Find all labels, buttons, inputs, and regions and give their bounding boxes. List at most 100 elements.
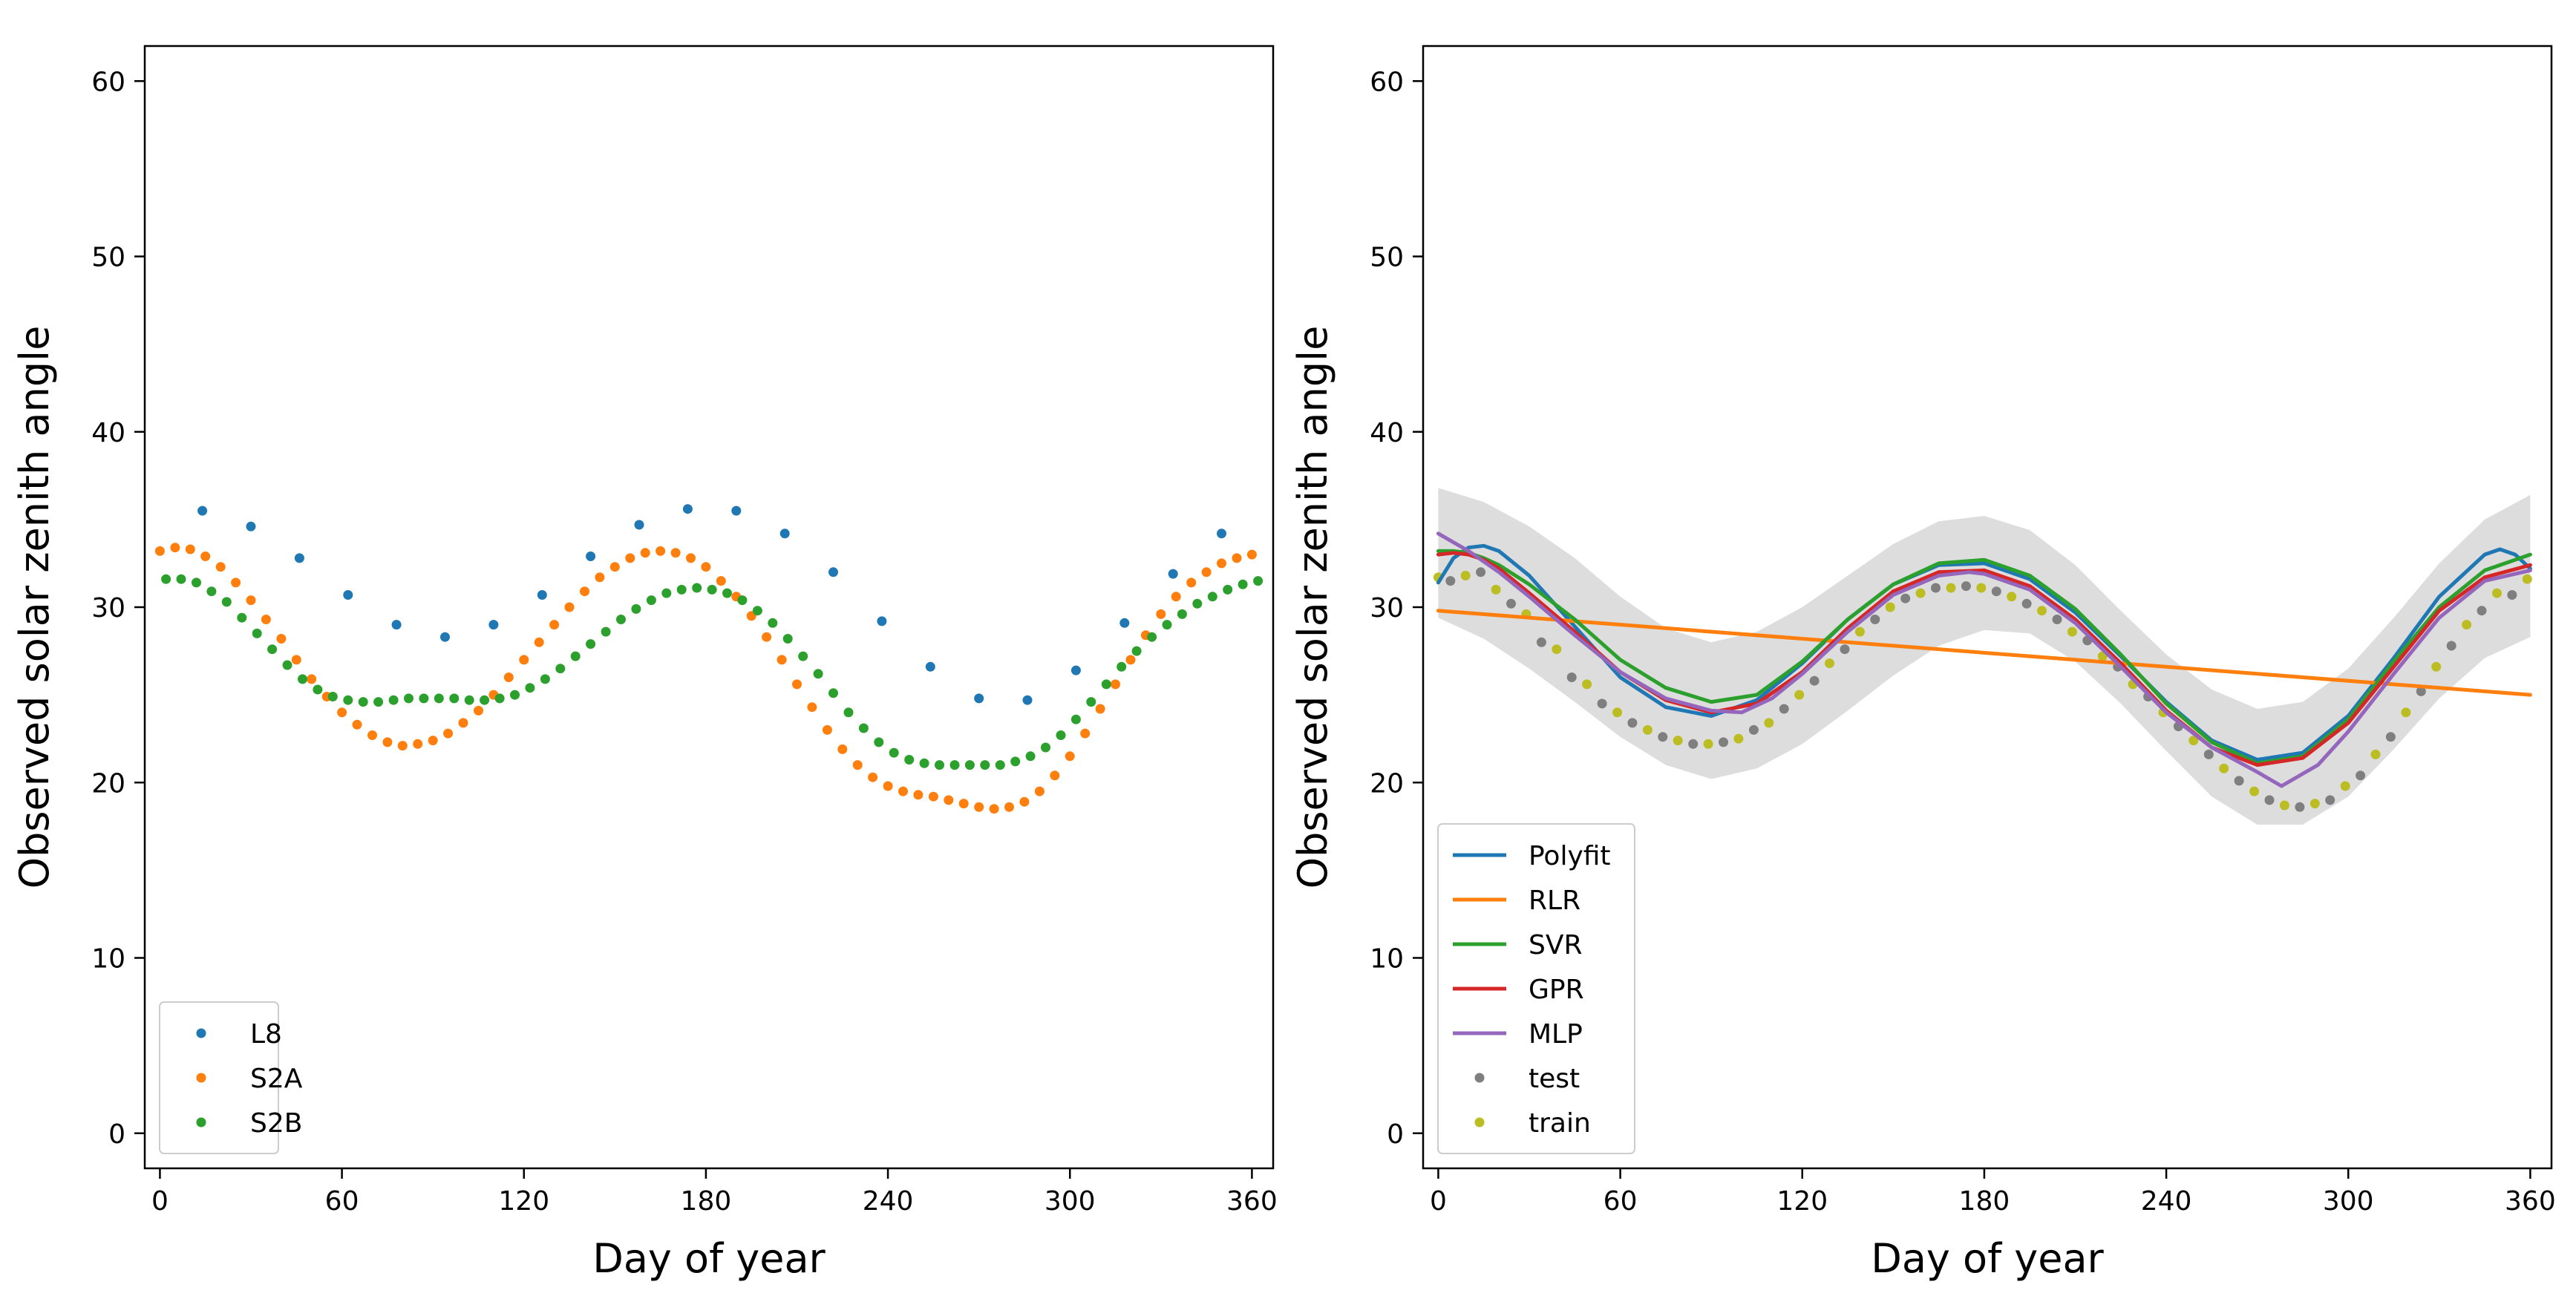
data-point — [661, 588, 672, 598]
data-point — [327, 692, 338, 701]
data-point — [792, 679, 802, 690]
legend-label: SVR — [1529, 930, 1583, 960]
data-point — [925, 661, 935, 672]
data-point — [282, 660, 292, 670]
data-point — [1080, 728, 1091, 739]
legend-point-swatch — [196, 1073, 206, 1083]
data-point — [2188, 736, 2199, 746]
data-point — [1056, 730, 1066, 740]
data-point — [391, 620, 402, 630]
legend-item-test: test — [1474, 1064, 1580, 1094]
data-point — [995, 760, 1005, 770]
data-point — [1627, 718, 1638, 728]
x-tick-label: 120 — [1776, 1186, 1828, 1217]
data-point — [777, 655, 787, 665]
data-point — [1217, 528, 1226, 539]
legend-item-s2b: S2B — [196, 1108, 302, 1139]
data-point — [1041, 742, 1050, 753]
data-point — [2522, 574, 2532, 584]
data-point — [595, 572, 605, 583]
data-point — [540, 674, 550, 684]
y-tick-label: 30 — [1370, 593, 1404, 624]
data-point — [692, 583, 702, 593]
data-point — [170, 543, 180, 553]
data-point — [510, 690, 520, 700]
data-point — [1840, 644, 1850, 655]
data-point — [307, 674, 317, 684]
data-point — [1688, 739, 1699, 749]
data-point — [646, 595, 656, 606]
data-point — [1232, 553, 1242, 563]
legend-label: L8 — [250, 1019, 282, 1050]
data-point — [828, 688, 838, 698]
data-point — [1086, 697, 1096, 707]
plot-frame — [143, 45, 1275, 1170]
data-point — [1019, 796, 1030, 807]
series-polyfit-line — [1436, 543, 2532, 762]
data-point — [570, 651, 581, 661]
data-point — [404, 693, 413, 704]
y-axis-label: Observed solar zenith angle — [11, 326, 58, 889]
data-point — [2385, 732, 2396, 742]
data-point — [413, 739, 423, 749]
data-point — [634, 520, 644, 530]
data-point — [154, 546, 165, 556]
x-tick-label: 240 — [2141, 1186, 2192, 1217]
data-point — [549, 620, 560, 630]
data-point — [852, 760, 863, 770]
data-point — [974, 802, 984, 812]
data-point — [1931, 583, 1941, 593]
data-point — [616, 615, 626, 624]
y-axis-label: Observed solar zenith angle — [1289, 326, 1336, 889]
data-point — [935, 760, 944, 770]
data-point — [534, 637, 544, 647]
data-point — [768, 618, 778, 628]
data-point — [779, 528, 790, 539]
data-point — [343, 590, 353, 600]
data-point — [1201, 567, 1212, 577]
data-point — [503, 672, 514, 682]
legend-item-l8: L8 — [196, 1019, 282, 1050]
data-point — [352, 719, 362, 730]
data-point — [949, 760, 960, 770]
legend-item-s2a: S2A — [196, 1064, 303, 1094]
legend-label: S2A — [250, 1064, 303, 1094]
data-point — [964, 760, 975, 770]
data-point — [2234, 776, 2244, 786]
data-point — [161, 574, 171, 584]
data-point — [737, 595, 748, 606]
legend-label: S2B — [250, 1108, 302, 1139]
legend-item-svr: SVR — [1453, 930, 1583, 960]
data-point — [1125, 655, 1136, 665]
data-point — [1961, 581, 1971, 592]
data-point — [176, 574, 186, 584]
data-point — [367, 730, 377, 740]
data-point — [858, 723, 869, 733]
x-tick-label: 60 — [1604, 1186, 1638, 1217]
data-point — [252, 628, 262, 638]
data-point — [1004, 802, 1014, 812]
data-point — [2203, 749, 2214, 759]
legend-item-polyfit: Polyfit — [1453, 841, 1611, 871]
data-point — [586, 639, 596, 649]
y-tick-label: 0 — [108, 1119, 125, 1150]
x-tick-label: 0 — [151, 1186, 169, 1217]
data-point — [944, 795, 954, 805]
data-point — [1065, 751, 1075, 762]
data-point — [1246, 549, 1257, 560]
data-point — [1673, 736, 1683, 746]
data-point — [294, 553, 304, 563]
data-point — [2037, 606, 2047, 616]
data-point — [221, 597, 232, 607]
data-point — [913, 790, 923, 800]
data-point — [1870, 615, 1880, 624]
data-point — [682, 504, 693, 514]
legend-item-rlr: RLR — [1453, 886, 1580, 916]
data-point — [1025, 751, 1036, 762]
legend-item-train: train — [1474, 1108, 1591, 1139]
data-point — [1597, 698, 1607, 709]
data-point — [2067, 626, 2077, 637]
data-point — [1552, 644, 1562, 655]
data-point — [877, 616, 887, 626]
x-tick-label: 360 — [2505, 1186, 2556, 1217]
